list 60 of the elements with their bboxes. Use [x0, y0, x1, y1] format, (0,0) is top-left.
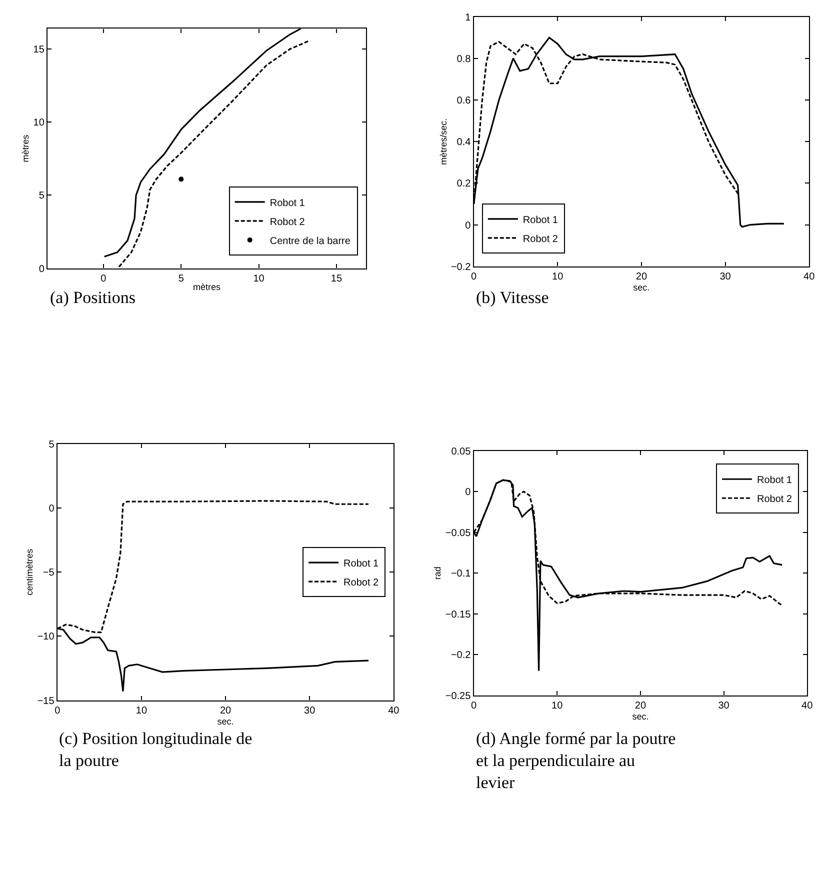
- x-axis-title: mètres: [192, 282, 221, 292]
- x-tick-label: 40: [804, 271, 816, 282]
- y-tick-label: 5: [48, 439, 55, 450]
- y-tick-label: 0.6: [456, 96, 472, 107]
- y-tick-label: 0.05: [451, 446, 472, 458]
- x-tick-label: 30: [720, 271, 732, 282]
- x-tick-label: 30: [718, 700, 730, 712]
- legend-label: Robot 1: [344, 558, 380, 570]
- legend-label: Robot 2: [344, 577, 380, 588]
- x-tick-label: 5: [178, 273, 184, 284]
- x-tick-label: 10: [136, 705, 148, 716]
- y-tick-label: 15: [33, 44, 45, 56]
- legend-label: Robot 2: [270, 216, 306, 228]
- y-tick-label: 0: [38, 264, 45, 275]
- y-axis-title: rad: [432, 566, 443, 580]
- y-tick-label: −0.05: [445, 528, 472, 539]
- y-tick-label: 5: [38, 190, 45, 202]
- x-tick-label: 20: [634, 700, 646, 712]
- y-tick-label: 10: [33, 118, 45, 129]
- y-axis-title: mètres/sec.: [438, 118, 448, 165]
- legend-label: Robot 2: [756, 494, 792, 506]
- legend-label: Robot 1: [270, 198, 306, 209]
- legend-label: Robot 2: [522, 234, 558, 245]
- y-tick-label: −0.25: [445, 690, 472, 702]
- x-axis-title: sec.: [633, 282, 650, 292]
- x-axis-title: sec.: [217, 716, 234, 726]
- legend-label: Robot 1: [756, 475, 792, 486]
- text: (b) Vitesse: [476, 288, 549, 307]
- x-tick-label: 10: [552, 700, 564, 712]
- y-tick-label: 0.8: [456, 54, 472, 65]
- legend-label: Robot 1: [522, 214, 558, 226]
- text: (a) Positions: [50, 288, 136, 307]
- text: (c) Position longitudinale de la poutre: [59, 729, 252, 770]
- y-tick-label: −0.1: [450, 568, 472, 580]
- y-tick-label: −0.2: [450, 262, 472, 273]
- x-tick-label: 20: [220, 705, 232, 716]
- x-tick-label: 10: [253, 273, 265, 284]
- x-tick-label: 20: [636, 271, 648, 282]
- x-tick-label: 15: [330, 273, 342, 284]
- y-tick-label: 0: [48, 503, 55, 514]
- y-tick-label: −15: [37, 696, 55, 707]
- y-tick-label: −0.15: [445, 609, 472, 620]
- y-axis-title: centimètres: [24, 548, 35, 596]
- y-tick-label: −5: [42, 568, 55, 579]
- x-tick-label: 30: [304, 705, 316, 716]
- legend-label: Centre de la barre: [270, 236, 351, 247]
- y-tick-label: 0.2: [456, 178, 472, 190]
- text: (d) Angle formé par la poutre et la perpendiculaire au levier: [476, 729, 676, 792]
- y-tick-label: −10: [37, 632, 55, 643]
- y-tick-label: 0: [465, 487, 472, 498]
- y-tick-label: −0.2: [450, 650, 472, 662]
- x-axis-title: sec.: [632, 711, 649, 722]
- y-tick-label: 1: [465, 12, 472, 24]
- y-axis-title: mètres: [20, 134, 31, 162]
- y-tick-label: 0.4: [456, 137, 472, 148]
- x-tick-label: 10: [552, 271, 564, 282]
- x-tick-label: 0: [100, 273, 107, 284]
- x-tick-label: 40: [388, 705, 400, 716]
- x-tick-label: 40: [802, 700, 814, 712]
- y-tick-label: 0: [465, 220, 472, 232]
